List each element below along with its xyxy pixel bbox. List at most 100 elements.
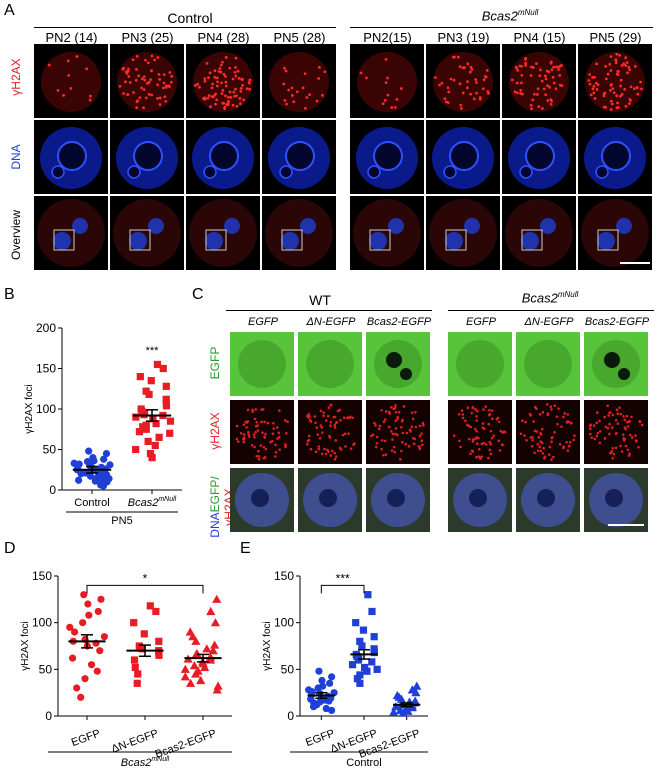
focus-dot xyxy=(375,442,379,445)
focus-dot xyxy=(548,85,552,89)
panel-c-tile-art xyxy=(588,404,644,460)
focus-dot xyxy=(234,87,237,91)
focus-dot xyxy=(402,405,406,408)
focus-dot xyxy=(539,449,543,453)
focus-dot xyxy=(612,91,616,95)
focus-dot xyxy=(534,62,538,66)
panel-c-tile-merge xyxy=(298,468,362,532)
panel-a-tile-art xyxy=(508,127,570,189)
data-point xyxy=(358,642,366,650)
focus-dot xyxy=(227,95,230,99)
focus-dot xyxy=(222,72,226,76)
focus-dot xyxy=(333,451,337,455)
focus-dot xyxy=(542,87,546,91)
nucleolus-shape xyxy=(279,165,293,179)
focus-dot xyxy=(466,80,469,84)
focus-dot xyxy=(610,102,614,106)
pronucleus-shape xyxy=(369,232,387,250)
focus-dot xyxy=(263,435,266,439)
panel-a-column-header: PN2(15) xyxy=(363,30,412,45)
focus-dot xyxy=(220,81,224,85)
focus-dot xyxy=(568,444,571,448)
focus-dot xyxy=(209,105,212,109)
focus-dot xyxy=(290,94,294,97)
focus-dot xyxy=(611,456,614,460)
nucleolus-shape xyxy=(51,165,65,179)
focus-dot xyxy=(150,93,154,97)
panel-c-tile-merge xyxy=(584,468,648,532)
panel-a-tile-overview xyxy=(262,196,336,270)
pronucleus-shape xyxy=(597,232,615,250)
cell-shape xyxy=(581,199,649,267)
focus-dot xyxy=(251,408,254,412)
focus-dot xyxy=(524,64,528,67)
data-point xyxy=(348,661,357,669)
focus-dot xyxy=(611,446,615,450)
focus-dot xyxy=(593,437,597,441)
focus-dot xyxy=(384,410,388,413)
data-point xyxy=(370,633,378,641)
focus-dot xyxy=(144,58,147,62)
focus-dot xyxy=(595,88,599,91)
cell-shape xyxy=(37,199,105,267)
focus-dot xyxy=(342,416,346,420)
focus-dot xyxy=(125,72,129,75)
focus-dot xyxy=(466,406,470,410)
focus-dot xyxy=(452,55,456,59)
focus-dot xyxy=(287,88,291,92)
focus-dot xyxy=(210,95,214,99)
focus-dot xyxy=(446,101,450,105)
focus-dot xyxy=(320,426,324,429)
focus-dot xyxy=(421,443,424,447)
data-point xyxy=(138,645,146,653)
focus-dot xyxy=(558,442,562,446)
focus-dot xyxy=(239,431,243,435)
focus-dot xyxy=(624,444,628,448)
pronucleus-shape xyxy=(53,232,71,250)
data-point xyxy=(309,703,318,711)
data-point xyxy=(361,663,369,672)
nucleus-shape xyxy=(269,52,329,112)
focus-dot xyxy=(497,439,501,443)
focus-dot xyxy=(615,94,619,98)
focus-dot xyxy=(499,429,503,433)
data-point xyxy=(86,472,95,480)
focus-dot xyxy=(396,433,399,437)
focus-dot xyxy=(604,77,608,81)
panel-c-tile-h2ax xyxy=(448,400,512,464)
focus-dot xyxy=(475,436,478,439)
focus-dot xyxy=(458,65,462,69)
zoom-box xyxy=(445,229,467,251)
focus-dot xyxy=(452,434,456,437)
focus-dot xyxy=(554,87,558,91)
panel-a-tile-art xyxy=(116,127,178,189)
focus-dot xyxy=(501,443,504,447)
focus-dot xyxy=(449,77,453,81)
focus-dot xyxy=(470,449,474,452)
focus-dot xyxy=(341,433,345,437)
pronucleus-shape xyxy=(616,218,632,234)
data-point xyxy=(315,667,323,675)
focus-dot xyxy=(142,75,146,79)
focus-dot xyxy=(421,421,425,425)
focus-dot xyxy=(380,408,383,412)
focus-dot xyxy=(623,426,627,429)
data-point xyxy=(322,704,330,713)
cell-shape xyxy=(505,199,573,267)
nucleolus-shape xyxy=(251,489,269,507)
focus-dot xyxy=(263,420,266,424)
focus-dot xyxy=(274,443,277,447)
focus-dot xyxy=(549,61,553,65)
panel-a-tile-art xyxy=(433,52,493,112)
cell-shape xyxy=(353,199,421,267)
focus-dot xyxy=(394,427,398,430)
focus-dot xyxy=(627,454,631,457)
focus-dot xyxy=(592,424,596,427)
focus-dot xyxy=(551,435,554,439)
focus-dot xyxy=(260,408,263,411)
data-point xyxy=(93,667,101,675)
focus-dot xyxy=(295,90,299,94)
significance-bracket xyxy=(320,584,365,594)
focus-dot xyxy=(346,416,349,419)
focus-dot xyxy=(488,408,491,412)
